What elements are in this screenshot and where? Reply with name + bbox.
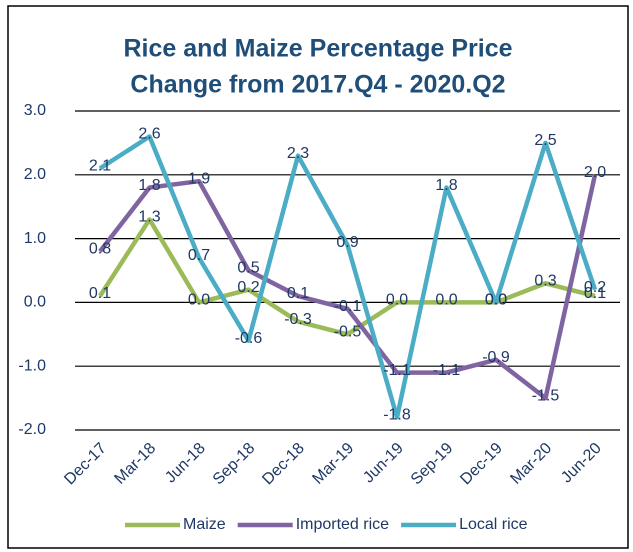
y-tick-label: 3.0 bbox=[24, 102, 46, 119]
data-label: 0.9 bbox=[336, 234, 358, 251]
data-label: 1.8 bbox=[435, 177, 457, 194]
data-label: 2.6 bbox=[138, 126, 160, 143]
chart-title: Rice and Maize Percentage Price bbox=[123, 35, 512, 63]
data-label: 0.7 bbox=[188, 247, 210, 264]
data-label: 2.0 bbox=[584, 164, 606, 181]
data-label: -1.5 bbox=[532, 387, 560, 404]
legend-label: Imported rice bbox=[296, 516, 389, 533]
data-label: 0.5 bbox=[237, 260, 259, 277]
data-label: 2.5 bbox=[534, 132, 556, 149]
data-label: 2.3 bbox=[287, 145, 309, 162]
data-label: 0.0 bbox=[188, 292, 210, 309]
y-tick-label: -1.0 bbox=[18, 357, 46, 374]
y-tick-label: 1.0 bbox=[24, 230, 46, 247]
y-tick-label: -2.0 bbox=[18, 421, 46, 438]
data-label: 0.0 bbox=[485, 292, 507, 309]
data-label: 0.0 bbox=[386, 292, 408, 309]
data-label: -1.1 bbox=[433, 362, 461, 379]
series-line bbox=[98, 174, 598, 401]
series-line bbox=[98, 217, 596, 337]
data-label: 0.2 bbox=[237, 279, 259, 296]
legend-label: Maize bbox=[183, 516, 226, 533]
data-label: -0.1 bbox=[334, 298, 362, 315]
chart-title: Change from 2017.Q4 - 2020.Q2 bbox=[130, 71, 505, 99]
data-label: 0.0 bbox=[435, 292, 457, 309]
data-label: -0.5 bbox=[334, 324, 362, 341]
series-line bbox=[98, 134, 598, 420]
data-label: -1.8 bbox=[383, 406, 411, 423]
legend-label: Local rice bbox=[459, 516, 528, 533]
data-label: 0.1 bbox=[89, 285, 111, 302]
data-label: 0.1 bbox=[287, 285, 309, 302]
data-label: -0.3 bbox=[284, 311, 312, 328]
y-tick-label: 0.0 bbox=[24, 294, 46, 311]
data-label: 0.2 bbox=[584, 279, 606, 296]
data-label: 0.1 bbox=[584, 285, 606, 302]
data-label: 1.9 bbox=[188, 170, 210, 187]
data-label: -0.6 bbox=[235, 330, 263, 347]
data-label: 0.3 bbox=[534, 272, 556, 289]
data-label: 1.3 bbox=[138, 209, 160, 226]
data-label: 0.0 bbox=[485, 292, 507, 309]
data-label: -0.9 bbox=[482, 349, 510, 366]
y-tick-label: 2.0 bbox=[24, 166, 46, 183]
data-label: -1.1 bbox=[383, 362, 411, 379]
data-label: 1.8 bbox=[138, 177, 160, 194]
data-label: 0.8 bbox=[89, 241, 111, 258]
data-label: 2.1 bbox=[89, 158, 111, 175]
